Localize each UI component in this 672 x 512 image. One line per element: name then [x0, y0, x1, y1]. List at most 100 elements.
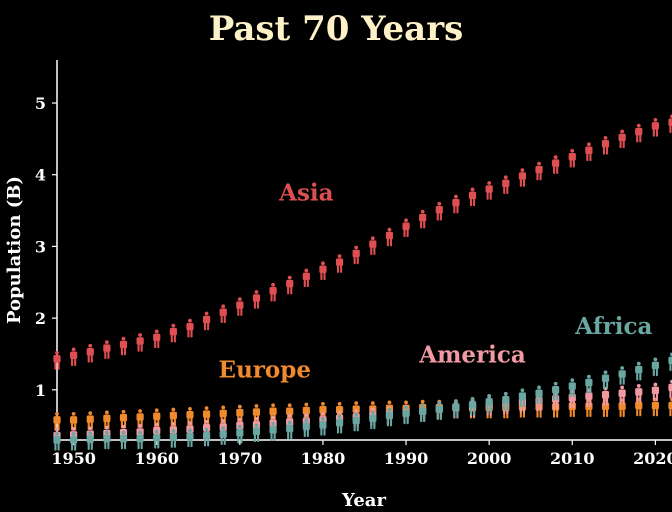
data-point-africa [618, 366, 626, 385]
data-point-africa [552, 381, 560, 401]
data-point-asia [103, 340, 111, 359]
x-tick-label: 2000 [467, 449, 512, 468]
data-point-africa [402, 405, 410, 425]
data-point-africa [668, 352, 672, 372]
data-point-africa [252, 423, 261, 443]
series-label-asia: Asia [278, 180, 334, 207]
data-point-asia [452, 194, 460, 214]
data-point-america [618, 385, 626, 405]
data-point-africa [136, 430, 144, 450]
y-tick-label: 5 [35, 94, 46, 113]
data-point-asia [369, 236, 377, 255]
data-point-africa [452, 399, 460, 418]
data-point-asia [86, 343, 94, 363]
data-point-africa [352, 412, 360, 432]
data-point-asia [252, 290, 261, 309]
data-point-africa [518, 388, 527, 407]
data-point-africa [485, 394, 493, 413]
data-point-asia [70, 347, 78, 367]
data-point-africa [202, 427, 211, 447]
data-point-africa [286, 420, 294, 440]
data-point-africa [169, 429, 177, 448]
data-point-asia [518, 168, 527, 187]
data-point-africa [635, 361, 643, 381]
data-point-asia [568, 148, 576, 168]
data-point-asia [219, 304, 227, 324]
data-point-europe [119, 409, 128, 429]
data-point-africa [103, 430, 111, 450]
data-point-asia [385, 227, 394, 247]
data-point-asia [236, 297, 244, 316]
x-tick-label: 1960 [134, 449, 179, 468]
data-point-asia [651, 118, 659, 137]
data-point-asia [319, 261, 327, 281]
data-point-africa [585, 374, 593, 394]
y-tick-label: 4 [35, 166, 46, 185]
x-tick-label: 1990 [384, 449, 429, 468]
data-point-africa [435, 401, 443, 420]
x-tick-label: 1950 [51, 449, 96, 468]
chart-axes: 1950 1960 1970 1980 1990 2000 2010 2020 1 2 3 4 5 [35, 60, 672, 468]
data-point-africa [319, 416, 327, 436]
y-axis-label: Population (B) [4, 176, 25, 324]
data-point-africa [219, 426, 227, 445]
chart-points [53, 114, 672, 451]
y-tick-label: 2 [35, 309, 46, 328]
data-point-africa [535, 385, 543, 405]
data-point-africa [186, 428, 194, 448]
data-point-asia [153, 329, 161, 349]
data-point-asia [169, 323, 177, 343]
data-point-asia [186, 318, 194, 338]
data-point-asia [402, 218, 410, 237]
data-point-asia [136, 333, 144, 352]
data-point-europe [153, 408, 161, 427]
data-point-africa [53, 432, 61, 451]
x-tick-label: 1980 [301, 449, 346, 468]
x-tick-label: 2010 [550, 449, 595, 468]
series-label-america: America [418, 342, 526, 369]
data-point-america [651, 382, 659, 402]
data-point-asia [202, 311, 211, 331]
data-point-asia [53, 351, 61, 370]
data-point-asia [552, 155, 560, 174]
x-axis-label: Year [341, 490, 386, 511]
data-point-europe [668, 397, 672, 417]
y-tick-label: 3 [35, 237, 46, 256]
chart-title: Past 70 Years [209, 9, 464, 49]
data-point-asia [352, 245, 360, 265]
data-point-africa [269, 422, 277, 441]
series-label-europe: Europe [219, 357, 311, 384]
data-point-asia [286, 275, 294, 295]
data-point-europe [70, 411, 78, 431]
data-point-africa [302, 418, 310, 438]
data-point-asia [302, 268, 310, 288]
x-tick-label: 1970 [218, 449, 263, 468]
data-point-africa [568, 378, 576, 397]
x-tick-label: 2020 [633, 449, 672, 468]
data-point-america [668, 379, 672, 399]
data-point-africa [369, 410, 377, 430]
data-point-africa [335, 414, 344, 434]
data-point-america [635, 384, 643, 403]
data-point-asia [535, 161, 543, 181]
data-point-asia [335, 254, 344, 273]
data-point-asia [601, 135, 610, 155]
series-labels: Asia Europe America Africa [219, 180, 653, 384]
data-point-asia [485, 181, 493, 200]
data-point-africa [70, 432, 78, 451]
data-point-asia [585, 142, 593, 161]
data-point-africa [651, 357, 659, 377]
data-point-africa [468, 396, 477, 416]
data-point-africa [119, 430, 128, 450]
data-point-africa [419, 403, 427, 422]
y-tick-label: 1 [35, 381, 46, 400]
data-point-asia [468, 187, 477, 207]
data-point-africa [385, 407, 394, 427]
data-point-asia [618, 129, 626, 149]
data-point-asia [635, 123, 643, 143]
data-point-asia [502, 175, 510, 194]
data-point-asia [119, 336, 128, 356]
data-point-asia [269, 282, 277, 302]
series-label-africa: Africa [574, 313, 652, 340]
